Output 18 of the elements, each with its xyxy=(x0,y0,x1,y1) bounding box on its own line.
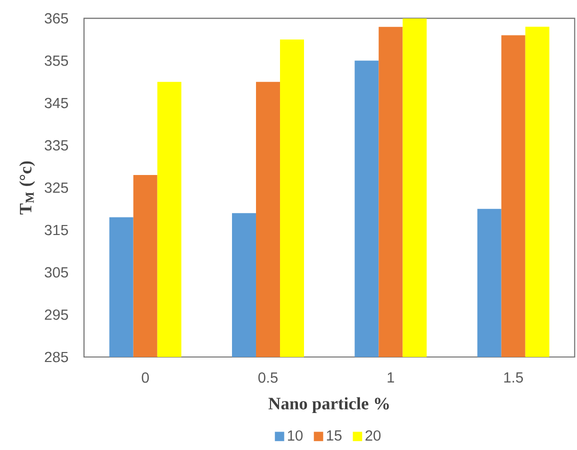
y-tick-label: 365 xyxy=(44,13,68,24)
x-axis-title: Nano particle % xyxy=(268,397,389,413)
y-tick-label: 355 xyxy=(44,55,68,66)
y-tick-label: 285 xyxy=(44,352,68,362)
x-tick-label: 1.5 xyxy=(504,372,523,383)
x-tick-label: 1 xyxy=(388,372,394,382)
x-tick-label: 0.5 xyxy=(258,372,278,383)
y-tick-label: 315 xyxy=(44,224,68,236)
legend-label: 10 xyxy=(288,430,303,441)
y-tick-label: 325 xyxy=(44,182,68,193)
y-tick-label: 335 xyxy=(44,140,68,151)
y-axis-title: T$_{M}$ (°c) xyxy=(19,161,35,214)
y-tick-label: 305 xyxy=(44,267,68,278)
x-tick-label: 0 xyxy=(142,372,149,383)
y-tick-label: 295 xyxy=(44,309,68,320)
y-tick-label: 345 xyxy=(44,98,68,108)
legend-label: 20 xyxy=(366,430,381,441)
legend-label: 15 xyxy=(326,430,342,441)
